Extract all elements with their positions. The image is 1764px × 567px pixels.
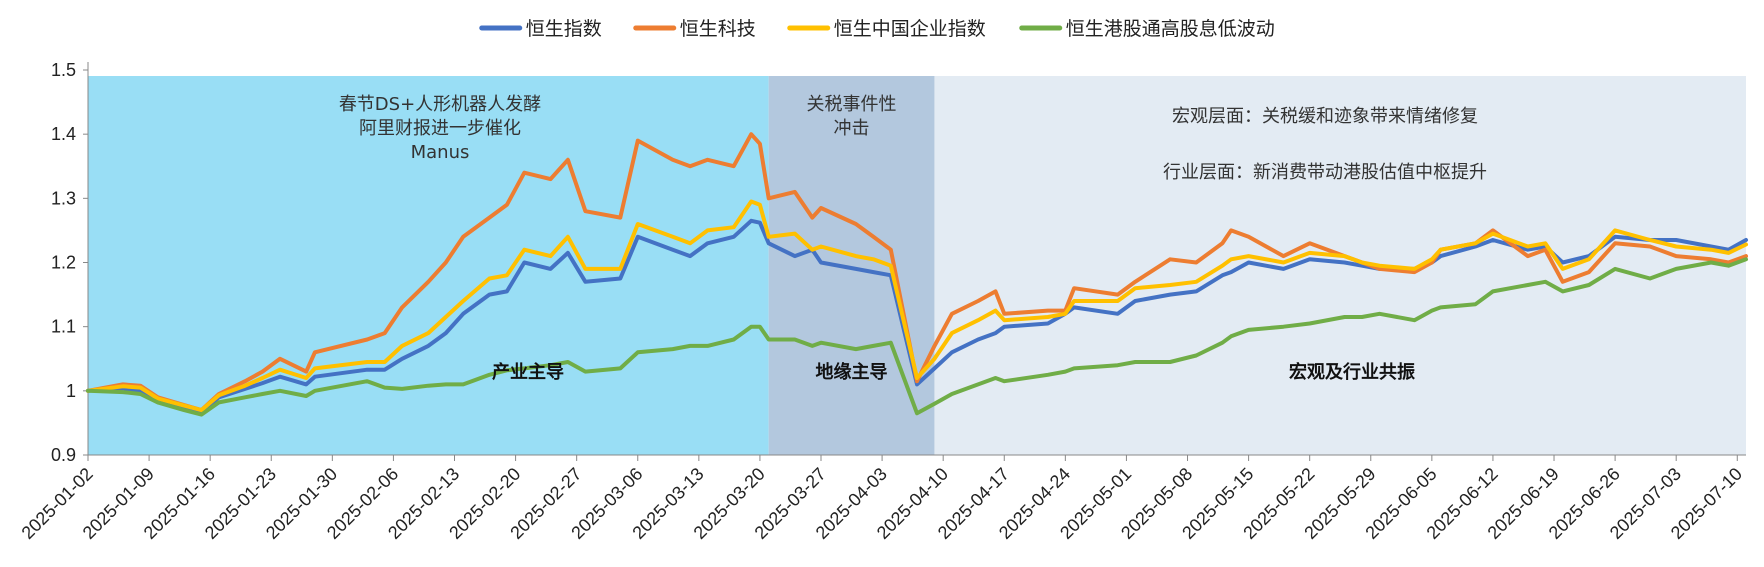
phase-band-macro	[934, 76, 1746, 455]
series-line-4	[86, 257, 1748, 417]
phase-band-industry	[88, 76, 769, 455]
series-line-1	[86, 218, 1748, 414]
phase-label-macro: 宏观及行业共振	[1289, 361, 1415, 383]
y-tick-label: 1.1	[51, 317, 76, 337]
phase-note: 宏观层面：关税缓和迹象带来情绪修复	[1172, 106, 1478, 127]
phase-note: 关税事件性	[807, 94, 897, 115]
phase-note: 冲击	[834, 118, 870, 139]
legend-label-4: 恒生港股通高股息低波动	[1066, 18, 1275, 40]
y-tick-label: 1.2	[51, 253, 76, 273]
legend: 恒生指数 恒生科技 恒生中国企业指数 恒生港股通高股息低波动	[479, 18, 1275, 40]
phase-label-industry: 产业主导	[492, 361, 564, 383]
phase-note: 春节DS+人形机器人发酵	[339, 94, 541, 115]
legend-label-1: 恒生指数	[526, 18, 602, 40]
phase-bands	[88, 76, 1746, 455]
legend-label-2: 恒生科技	[680, 18, 756, 40]
series-line-3	[86, 199, 1748, 413]
phase-note: 行业层面：新消费带动港股估值中枢提升	[1163, 162, 1487, 183]
series-lines	[86, 132, 1748, 417]
legend-label-3: 恒生中国企业指数	[834, 18, 986, 40]
y-tick-label: 1.5	[51, 60, 76, 80]
phase-band-geo	[768, 76, 935, 455]
y-tick-label: 1.4	[51, 124, 76, 144]
phase-label-geo: 地缘主导	[816, 361, 888, 383]
y-tick-label: 1.3	[51, 188, 76, 208]
phase-note: 阿里财报进一步催化	[359, 118, 521, 139]
y-tick-label: 0.9	[51, 445, 76, 465]
y-tick-label: 1	[66, 381, 76, 401]
phase-note: Manus	[411, 142, 470, 163]
